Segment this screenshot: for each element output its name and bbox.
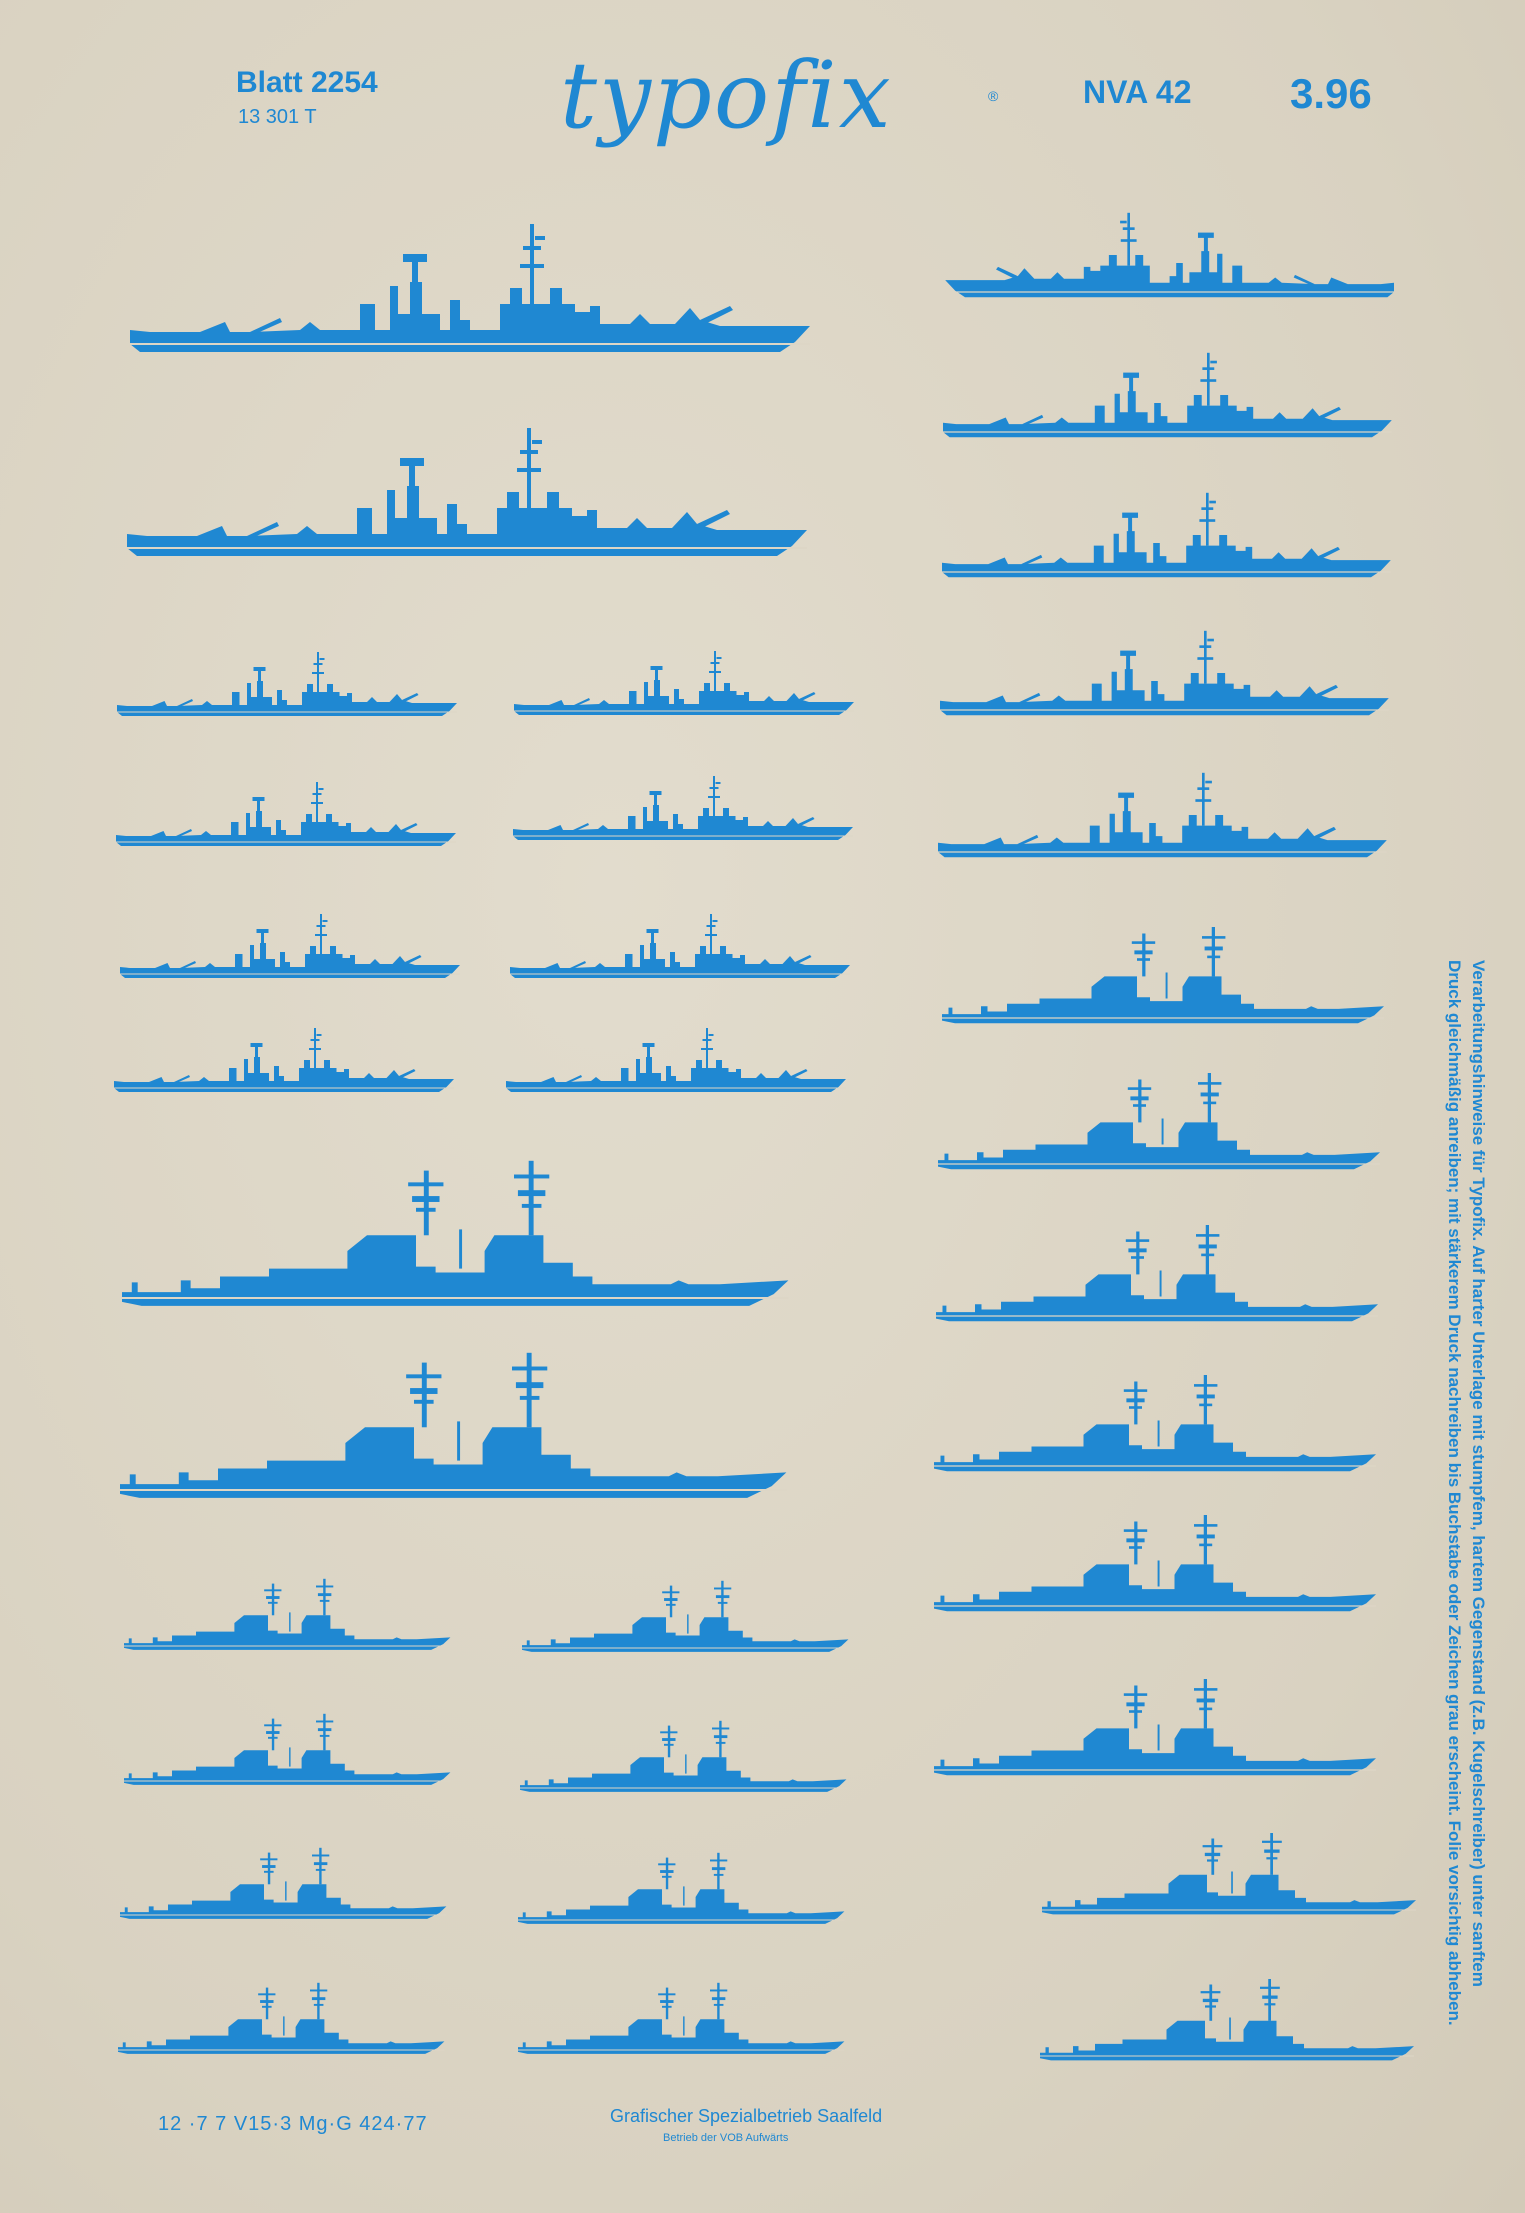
warship-silhouette-icon xyxy=(939,630,1390,716)
warship-silhouette-icon xyxy=(933,1678,1377,1776)
warship-silhouette-icon xyxy=(933,1514,1377,1612)
warship-silhouette-icon xyxy=(116,651,458,717)
registered-mark: ® xyxy=(988,88,999,104)
print-codes: 12 ·7 7 V15·3 Mg·G 424·77 xyxy=(158,2113,428,2135)
warship-silhouette-icon xyxy=(115,781,457,847)
warship-silhouette-icon xyxy=(942,352,1393,438)
warship-silhouette-icon xyxy=(121,1159,790,1307)
warship-silhouette-icon xyxy=(941,926,1385,1024)
warship-silhouette-icon xyxy=(129,223,811,353)
warship-silhouette-icon xyxy=(937,1072,1381,1170)
warship-silhouette-icon xyxy=(521,1580,849,1653)
series-label: NVA 42 xyxy=(1083,74,1192,110)
warship-silhouette-icon xyxy=(1039,1978,1415,2061)
sheet-number: Blatt 2254 xyxy=(236,66,378,99)
warship-silhouette-icon xyxy=(944,212,1395,298)
warship-silhouette-icon xyxy=(941,492,1392,578)
brand-logo: typofix xyxy=(560,42,893,149)
warship-silhouette-icon xyxy=(119,1847,447,1920)
warship-silhouette-icon xyxy=(933,1374,1377,1472)
printer-name: Grafischer Spezialbetrieb Saalfeld xyxy=(610,2106,883,2126)
warship-silhouette-icon xyxy=(517,1982,845,2055)
warship-silhouette-icon xyxy=(935,1224,1379,1322)
warship-silhouette-icon xyxy=(1041,1832,1417,1915)
printer-subline: Betrieb der VOB Aufwärts xyxy=(663,2132,789,2144)
warship-silhouette-icon xyxy=(126,427,808,557)
warship-silhouette-icon xyxy=(123,1578,451,1651)
warship-silhouette-icon xyxy=(123,1713,451,1786)
warship-silhouette-icon xyxy=(119,1351,788,1499)
warship-silhouette-icon xyxy=(505,1027,847,1093)
sheet-code: 13 301 T xyxy=(238,106,317,128)
warship-silhouette-icon xyxy=(119,913,461,979)
warship-silhouette-icon xyxy=(509,913,851,979)
warship-silhouette-icon xyxy=(519,1720,847,1793)
price-label: 3.96 xyxy=(1290,70,1372,117)
warship-silhouette-icon xyxy=(513,650,855,716)
instruction-line-1: Verarbeitungshinweise für Typofix. Auf h… xyxy=(1469,960,1488,1987)
warship-silhouette-icon xyxy=(517,1852,845,1925)
warship-silhouette-icon xyxy=(512,775,854,841)
warship-silhouette-icon xyxy=(937,772,1388,858)
instruction-line-2: Druck gleichmäßig anreiben; mit stärkere… xyxy=(1445,960,1464,2026)
warship-silhouette-icon xyxy=(117,1982,445,2055)
usage-instructions: Verarbeitungshinweise für Typofix. Auf h… xyxy=(1442,960,1490,2090)
warship-silhouette-icon xyxy=(113,1027,455,1093)
